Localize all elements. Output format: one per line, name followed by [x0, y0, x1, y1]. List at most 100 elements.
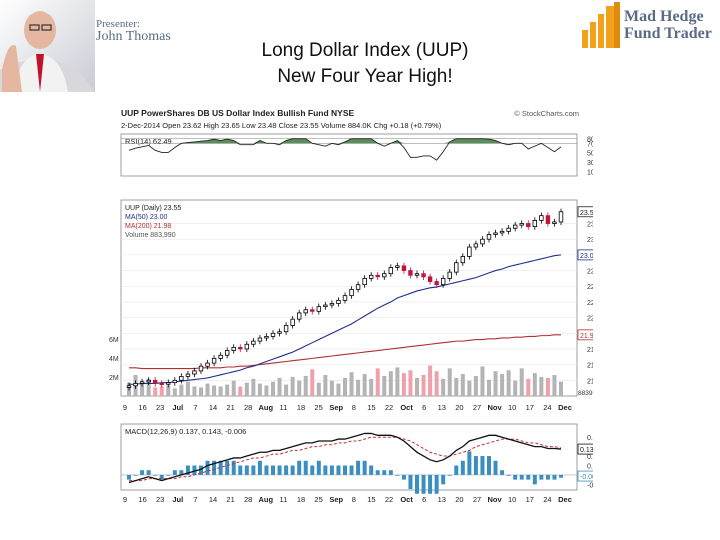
- x-tick-label: 23: [156, 403, 164, 412]
- price-candle: [421, 270, 426, 280]
- x-tick-label: 15: [367, 495, 375, 504]
- volume-bar: [329, 380, 334, 396]
- candle-body: [133, 383, 138, 387]
- x-tick-label: 8: [352, 403, 356, 412]
- price-candle: [310, 306, 315, 315]
- volume-bar: [362, 374, 367, 396]
- macd-histogram-bar: [316, 460, 321, 475]
- volume-bar: [526, 378, 531, 396]
- price-candle: [526, 220, 531, 230]
- candle-body: [146, 379, 151, 383]
- x-tick-label: Jul: [172, 495, 183, 504]
- volume-bar: [316, 382, 321, 396]
- price-tick-label: 21.6: [587, 363, 593, 370]
- macd-histogram-bar: [218, 460, 223, 475]
- volume-bar: [271, 381, 275, 396]
- x-tick-label: 6: [422, 495, 426, 504]
- macd-histogram-bar: [231, 460, 236, 475]
- price-candle: [532, 217, 538, 230]
- x-tick-label: Aug: [259, 403, 274, 412]
- macd-histogram-bar: [559, 474, 563, 478]
- macd-panel: MACD(12,26,9) 0.137, 0.143, -0.006 0.20 0…: [120, 423, 603, 494]
- macd-histogram-bar: [225, 460, 230, 475]
- volume-bar: [395, 367, 400, 396]
- presenter-name: John Thomas: [96, 29, 171, 44]
- x-tick-label: 22: [385, 403, 393, 412]
- macd-histogram-bar: [303, 460, 308, 475]
- price-tick-label: 23.4: [587, 222, 593, 229]
- price-candle: [499, 228, 505, 237]
- price-candle: [440, 275, 446, 288]
- candle-body: [277, 331, 282, 334]
- price-candle: [257, 334, 263, 345]
- macd-histogram-bar: [185, 465, 190, 475]
- price-panel: 23.423.223.022.822.622.422.222.021.821.6…: [109, 199, 603, 397]
- price-candle: [388, 264, 394, 277]
- legend-item-ma50: MA(50) 23.00: [125, 214, 168, 221]
- macd-histogram-bar: [238, 465, 243, 475]
- macd-histogram-bar: [212, 460, 217, 475]
- macd-line: [128, 432, 562, 484]
- macd-histogram-bar: [290, 465, 295, 475]
- macd-tick-label: 0.05: [587, 463, 593, 470]
- price-candle: [316, 303, 322, 315]
- volume-bar: [212, 385, 217, 396]
- volume-bar: [179, 384, 184, 396]
- candle-body: [434, 281, 439, 286]
- price-candle: [303, 306, 308, 317]
- volume-bar: [454, 377, 459, 396]
- price-candle: [355, 281, 361, 293]
- x-tick-label: Aug: [259, 495, 274, 504]
- volume-bar: [369, 378, 374, 396]
- macd-histogram-bar: [166, 474, 171, 476]
- x-tick-label: 25: [314, 403, 322, 412]
- price-candle: [218, 352, 223, 362]
- price-tick-label: 21.4: [587, 378, 593, 385]
- candle-body: [198, 365, 204, 372]
- price-candle: [545, 212, 551, 227]
- candle-body: [447, 271, 452, 279]
- price-candle: [512, 221, 518, 232]
- x-axis-top: 9 16 23 Jul 7 14 21 28 Aug 11 18 25 Sep 8 15 22 Oct 6 13 20…: [123, 403, 572, 412]
- macd-histogram-bar: [480, 456, 485, 475]
- candle-body: [264, 336, 269, 339]
- price-candle: [362, 275, 367, 288]
- rsi-tick-label: 70: [587, 141, 593, 148]
- x-tick-label: 17: [526, 495, 534, 504]
- volume-bar: [284, 384, 289, 396]
- volume-bar: [532, 373, 537, 396]
- candle-body: [512, 224, 518, 229]
- volume-bar: [251, 378, 256, 396]
- price-candle: [264, 333, 269, 342]
- macd-histogram-bar: [277, 465, 282, 475]
- price-tick-label: 21.8: [587, 347, 593, 354]
- price-candle: [408, 267, 413, 279]
- volume-bar: [290, 376, 295, 396]
- candle-body: [382, 273, 387, 278]
- macd-tick-label: 0.20: [587, 435, 593, 442]
- candle-body: [205, 362, 210, 367]
- x-tick-label: 17: [526, 403, 534, 412]
- volume-bar: [545, 377, 550, 396]
- candle-body: [211, 357, 217, 364]
- macd-histogram-bar: [146, 470, 151, 475]
- x-tick-label: 7: [193, 403, 197, 412]
- volume-bar: [172, 388, 177, 396]
- candle-body: [342, 295, 348, 301]
- price-candle: [146, 377, 151, 386]
- volume-tick-label: 6M: [109, 337, 119, 344]
- macd-histogram-bar: [388, 470, 393, 475]
- price-candle: [159, 380, 164, 388]
- x-tick-label: 15: [367, 403, 375, 412]
- candle-body: [414, 273, 420, 276]
- volume-bar: [552, 375, 557, 396]
- price-candle: [323, 301, 328, 310]
- candle-body: [192, 370, 197, 375]
- macd-histogram-bar: [192, 465, 197, 475]
- price-candle: [179, 373, 184, 384]
- macd-histogram-bar: [343, 465, 347, 475]
- candle-body: [218, 354, 223, 359]
- x-tick-label: 16: [138, 495, 146, 504]
- candle-body: [179, 375, 184, 381]
